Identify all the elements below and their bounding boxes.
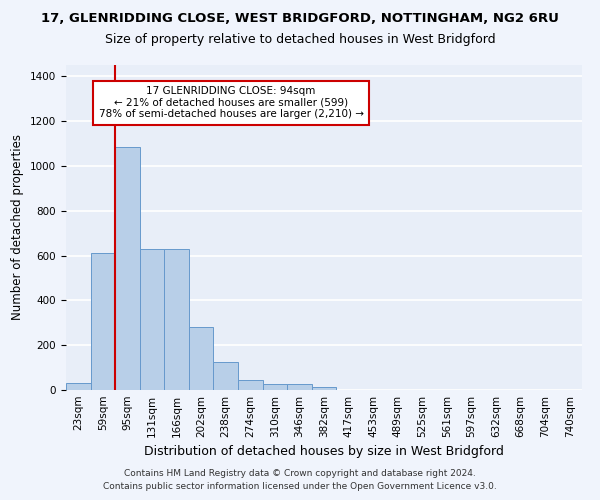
Text: Contains HM Land Registry data © Crown copyright and database right 2024.: Contains HM Land Registry data © Crown c… bbox=[124, 468, 476, 477]
Y-axis label: Number of detached properties: Number of detached properties bbox=[11, 134, 25, 320]
Text: 17 GLENRIDDING CLOSE: 94sqm
← 21% of detached houses are smaller (599)
78% of se: 17 GLENRIDDING CLOSE: 94sqm ← 21% of det… bbox=[98, 86, 364, 120]
Bar bbox=[66, 384, 91, 390]
Bar bbox=[140, 249, 164, 390]
Bar bbox=[189, 327, 214, 390]
Bar bbox=[312, 388, 336, 390]
Text: 17, GLENRIDDING CLOSE, WEST BRIDGFORD, NOTTINGHAM, NG2 6RU: 17, GLENRIDDING CLOSE, WEST BRIDGFORD, N… bbox=[41, 12, 559, 26]
Bar bbox=[115, 147, 140, 390]
Text: Contains public sector information licensed under the Open Government Licence v3: Contains public sector information licen… bbox=[103, 482, 497, 491]
X-axis label: Distribution of detached houses by size in West Bridgford: Distribution of detached houses by size … bbox=[144, 446, 504, 458]
Text: Size of property relative to detached houses in West Bridgford: Size of property relative to detached ho… bbox=[104, 32, 496, 46]
Bar bbox=[287, 384, 312, 390]
Bar bbox=[238, 380, 263, 390]
Bar bbox=[214, 362, 238, 390]
Bar bbox=[164, 249, 189, 390]
Bar bbox=[91, 254, 115, 390]
Bar bbox=[263, 384, 287, 390]
